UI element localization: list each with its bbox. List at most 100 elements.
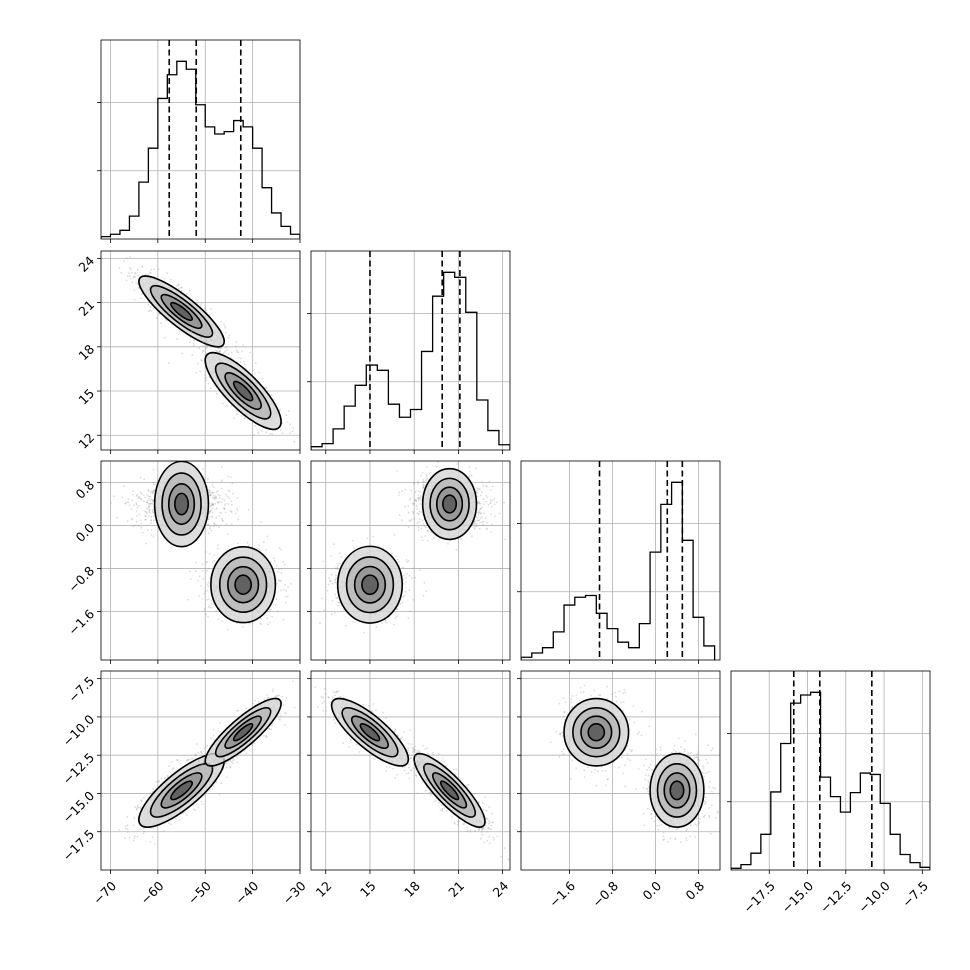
sample-point bbox=[144, 511, 147, 513]
sample-point bbox=[230, 356, 232, 359]
sample-point bbox=[218, 350, 221, 352]
sample-point bbox=[207, 532, 210, 534]
sample-point bbox=[126, 501, 129, 504]
sample-point bbox=[152, 498, 155, 501]
sample-point bbox=[415, 500, 418, 503]
sample-point bbox=[195, 298, 198, 301]
sample-point bbox=[234, 512, 237, 515]
sample-point bbox=[208, 512, 211, 514]
sample-point bbox=[489, 501, 492, 503]
sample-point bbox=[426, 466, 428, 468]
sample-point bbox=[491, 499, 494, 501]
sample-point bbox=[215, 516, 218, 519]
sample-point bbox=[488, 480, 491, 483]
sample-point bbox=[221, 498, 224, 500]
sample-point bbox=[252, 434, 255, 436]
sample-point bbox=[401, 490, 403, 492]
sample-point bbox=[241, 350, 243, 353]
sample-point bbox=[225, 346, 228, 348]
contour-0-1 bbox=[161, 472, 202, 536]
sample-point bbox=[287, 585, 290, 588]
contour-0-2 bbox=[435, 486, 464, 522]
sample-point bbox=[424, 525, 426, 528]
sample-point bbox=[482, 498, 485, 500]
sample-point bbox=[211, 503, 214, 506]
sample-point bbox=[351, 621, 354, 623]
sample-point bbox=[180, 290, 183, 292]
sample-point bbox=[196, 580, 199, 582]
sample-point bbox=[422, 486, 425, 488]
sample-point bbox=[135, 281, 138, 284]
sample-point bbox=[422, 484, 425, 487]
sample-point bbox=[137, 286, 140, 289]
sample-point bbox=[123, 260, 125, 262]
sample-point bbox=[321, 597, 324, 600]
sample-point bbox=[136, 493, 138, 496]
sample-point bbox=[133, 276, 136, 278]
sample-point bbox=[212, 491, 215, 494]
scatter-panel-2-1 bbox=[310, 460, 511, 661]
sample-point bbox=[112, 495, 115, 497]
sample-point bbox=[213, 522, 216, 524]
sample-point bbox=[261, 429, 263, 432]
sample-point bbox=[166, 272, 169, 275]
sample-point bbox=[140, 297, 143, 299]
sample-point bbox=[476, 495, 479, 498]
sample-point bbox=[491, 505, 493, 508]
histogram-step-1 bbox=[311, 271, 510, 450]
sample-point bbox=[212, 603, 215, 606]
sample-point bbox=[277, 610, 279, 612]
sample-point bbox=[229, 476, 232, 479]
sample-point bbox=[471, 535, 473, 538]
density-fill-1-3 bbox=[233, 381, 253, 401]
sample-point bbox=[242, 344, 245, 347]
sample-point bbox=[436, 461, 439, 463]
sample-point bbox=[420, 511, 423, 514]
sample-point bbox=[238, 357, 241, 359]
sample-point bbox=[217, 493, 220, 496]
sample-point bbox=[131, 517, 134, 520]
sample-point bbox=[125, 257, 128, 259]
sample-point bbox=[278, 580, 281, 582]
sample-point bbox=[289, 432, 291, 435]
sample-point bbox=[257, 547, 260, 550]
sample-point bbox=[204, 590, 207, 593]
sample-point bbox=[124, 502, 127, 505]
sample-point bbox=[259, 549, 261, 552]
sample-point bbox=[198, 347, 201, 350]
sample-point bbox=[215, 392, 218, 395]
sample-point bbox=[217, 350, 220, 353]
sample-point bbox=[124, 502, 127, 505]
sample-point bbox=[153, 519, 155, 522]
sample-point bbox=[140, 498, 143, 501]
sample-point bbox=[229, 509, 232, 512]
sample-point bbox=[211, 491, 213, 494]
sample-point bbox=[231, 503, 233, 506]
sample-point bbox=[140, 522, 143, 525]
sample-point bbox=[219, 350, 222, 352]
contour-1-1 bbox=[218, 556, 268, 613]
sample-point bbox=[148, 502, 150, 505]
sample-point bbox=[208, 527, 211, 530]
sample-point bbox=[278, 568, 280, 570]
sample-point bbox=[417, 514, 420, 516]
sample-point bbox=[417, 482, 420, 485]
sample-point bbox=[475, 515, 478, 518]
sample-point bbox=[189, 570, 191, 573]
sample-point bbox=[470, 474, 473, 477]
sample-point bbox=[416, 508, 419, 510]
sample-point bbox=[483, 512, 485, 515]
sample-point bbox=[209, 525, 212, 528]
sample-point bbox=[213, 559, 216, 562]
sample-point bbox=[135, 515, 138, 517]
sample-point bbox=[199, 304, 202, 307]
sample-point bbox=[205, 342, 208, 344]
sample-point bbox=[226, 628, 229, 631]
sample-point bbox=[418, 510, 421, 513]
sample-point bbox=[413, 503, 415, 506]
sample-point bbox=[135, 510, 138, 512]
sample-point bbox=[201, 468, 204, 471]
sample-point bbox=[227, 336, 230, 339]
sample-point bbox=[258, 371, 261, 374]
contour-0-2 bbox=[160, 293, 203, 330]
